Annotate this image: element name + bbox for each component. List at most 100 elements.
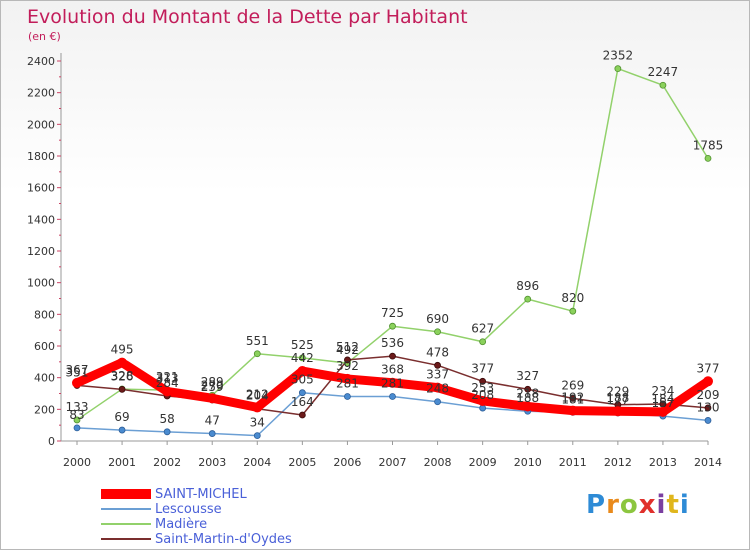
- x-tick-label: 2012: [604, 456, 632, 469]
- data-label: 58: [160, 412, 175, 426]
- data-label: 337: [426, 368, 449, 382]
- data-point: [704, 417, 712, 424]
- data-point: [73, 424, 81, 432]
- x-tick-label: 2008: [424, 456, 452, 469]
- data-label: 896: [516, 279, 539, 293]
- y-tick-label: 2200: [27, 87, 55, 100]
- legend: SAINT-MICHEL Lescousse Madière Saint-Mar…: [101, 487, 361, 547]
- data-point: [569, 395, 577, 402]
- legend-item-saint-michel: SAINT-MICHEL: [101, 487, 361, 502]
- legend-swatch-saint-martin-d-oydes: [101, 538, 151, 540]
- data-point: [524, 385, 532, 393]
- data-label: 512: [336, 340, 359, 354]
- data-point: [567, 405, 578, 416]
- data-point: [387, 377, 398, 388]
- data-label: 209: [697, 388, 720, 402]
- data-label: 184: [651, 392, 674, 406]
- data-label: 690: [426, 312, 449, 326]
- data-label: 377: [697, 361, 720, 375]
- data-point: [434, 361, 441, 369]
- data-label: 442: [291, 351, 314, 365]
- data-point: [389, 352, 396, 360]
- data-point: [704, 404, 712, 412]
- data-label: 478: [426, 345, 449, 359]
- y-tick-label: 600: [34, 340, 55, 353]
- data-label: 627: [471, 322, 494, 336]
- y-tick-label: 1600: [27, 182, 55, 195]
- y-tick-label: 1400: [27, 213, 55, 226]
- data-point: [614, 65, 622, 72]
- data-point: [657, 406, 668, 417]
- y-tick-label: 1000: [27, 277, 55, 290]
- data-point: [344, 393, 351, 400]
- legend-item-saint-martin-d-oydes: Saint-Martin-d'Oydes: [101, 532, 361, 547]
- data-label: 269: [561, 378, 584, 392]
- data-point: [389, 322, 396, 330]
- data-label: 725: [381, 306, 404, 320]
- legend-swatch-madiere: [101, 523, 151, 525]
- data-label: 157: [651, 396, 674, 410]
- logo-letter: o: [619, 490, 639, 520]
- legend-swatch-lescousse: [101, 508, 151, 510]
- data-label: 368: [381, 363, 404, 377]
- data-label: 253: [471, 381, 494, 395]
- data-label: 259: [201, 380, 224, 394]
- data-label: 525: [291, 338, 314, 352]
- y-tick-label: 200: [34, 403, 55, 416]
- data-label: 212: [246, 387, 269, 401]
- data-label: 181: [561, 392, 584, 406]
- data-point: [344, 356, 351, 364]
- data-point: [704, 154, 712, 162]
- data-label: 326: [111, 369, 134, 383]
- data-point: [434, 328, 441, 336]
- logo-letter: i: [656, 490, 667, 520]
- data-point: [72, 377, 82, 388]
- data-point: [298, 354, 306, 362]
- y-tick-label: 1200: [27, 245, 55, 258]
- data-point: [117, 357, 128, 368]
- legend-label-saint-martin-d-oydes: Saint-Martin-d'Oydes: [155, 532, 292, 547]
- data-point: [479, 377, 487, 385]
- x-tick-label: 2010: [514, 456, 542, 469]
- data-point: [479, 338, 487, 346]
- data-label: 2247: [648, 65, 679, 79]
- data-label: 229: [606, 385, 629, 399]
- logo-letter: r: [606, 490, 620, 520]
- data-label: 133: [66, 400, 89, 414]
- data-point: [479, 404, 487, 412]
- data-label: 284: [156, 376, 179, 390]
- x-tick-label: 2014: [694, 456, 722, 469]
- x-tick-label: 2000: [63, 456, 91, 469]
- x-tick-label: 2004: [243, 456, 271, 469]
- data-label: 281: [336, 377, 359, 391]
- data-label: 47: [205, 414, 220, 428]
- data-label: 820: [561, 291, 584, 305]
- data-label: 492: [336, 343, 359, 357]
- data-point: [252, 402, 263, 413]
- data-point: [432, 382, 443, 393]
- x-tick-label: 2007: [379, 456, 407, 469]
- y-tick-label: 2400: [27, 55, 55, 68]
- y-tick-label: 0: [48, 435, 55, 448]
- data-point: [298, 389, 306, 397]
- data-label: 2352: [603, 49, 634, 63]
- x-tick-label: 2011: [559, 456, 587, 469]
- chart-subtitle: (en €): [28, 30, 61, 43]
- data-label: 208: [471, 388, 494, 402]
- data-point: [118, 385, 126, 393]
- data-point: [163, 428, 171, 436]
- data-point: [434, 398, 441, 406]
- x-tick-label: 2009: [469, 456, 497, 469]
- x-tick-label: 2006: [333, 456, 361, 469]
- data-label: 177: [606, 393, 629, 407]
- y-tick-label: 2000: [27, 118, 55, 131]
- data-label: 367: [66, 363, 89, 377]
- data-point: [297, 366, 308, 377]
- data-label: 495: [111, 343, 134, 357]
- proxiti-logo: Proxiti: [586, 490, 690, 520]
- data-label: 321: [156, 370, 179, 384]
- data-label: 83: [69, 408, 84, 422]
- data-label: 270: [201, 378, 224, 392]
- data-point: [162, 386, 173, 397]
- data-label: 551: [246, 334, 269, 348]
